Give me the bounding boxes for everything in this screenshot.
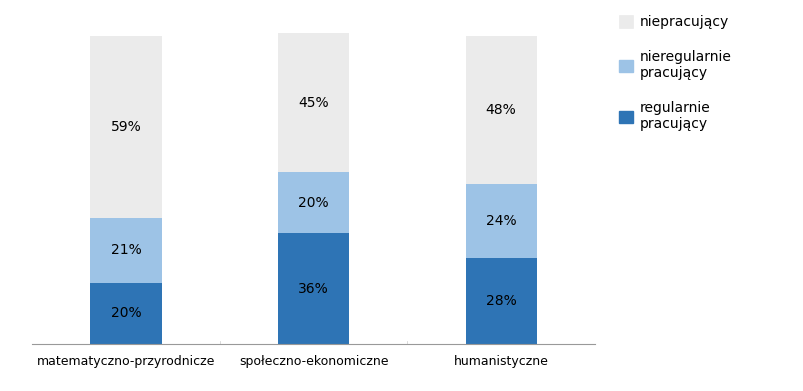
Text: 28%: 28% (485, 294, 516, 308)
Bar (278, 172, 349, 233)
Text: 45%: 45% (298, 95, 328, 109)
Text: 59%: 59% (111, 120, 141, 134)
Text: 48%: 48% (485, 103, 516, 117)
Legend: niepracujący, nieregularnie
pracujący, regularnie
pracujący: niepracujący, nieregularnie pracujący, r… (618, 15, 731, 131)
Text: 20%: 20% (111, 306, 141, 320)
Bar (278, 233, 349, 344)
Text: 36%: 36% (298, 282, 328, 296)
Bar (465, 184, 536, 258)
Bar (465, 36, 536, 184)
Text: 20%: 20% (298, 196, 328, 210)
Bar (90, 218, 161, 283)
Bar (465, 258, 536, 344)
Text: 21%: 21% (111, 243, 141, 257)
Bar (90, 283, 161, 344)
Text: 24%: 24% (485, 214, 516, 228)
Bar (90, 36, 161, 218)
Bar (278, 33, 349, 172)
